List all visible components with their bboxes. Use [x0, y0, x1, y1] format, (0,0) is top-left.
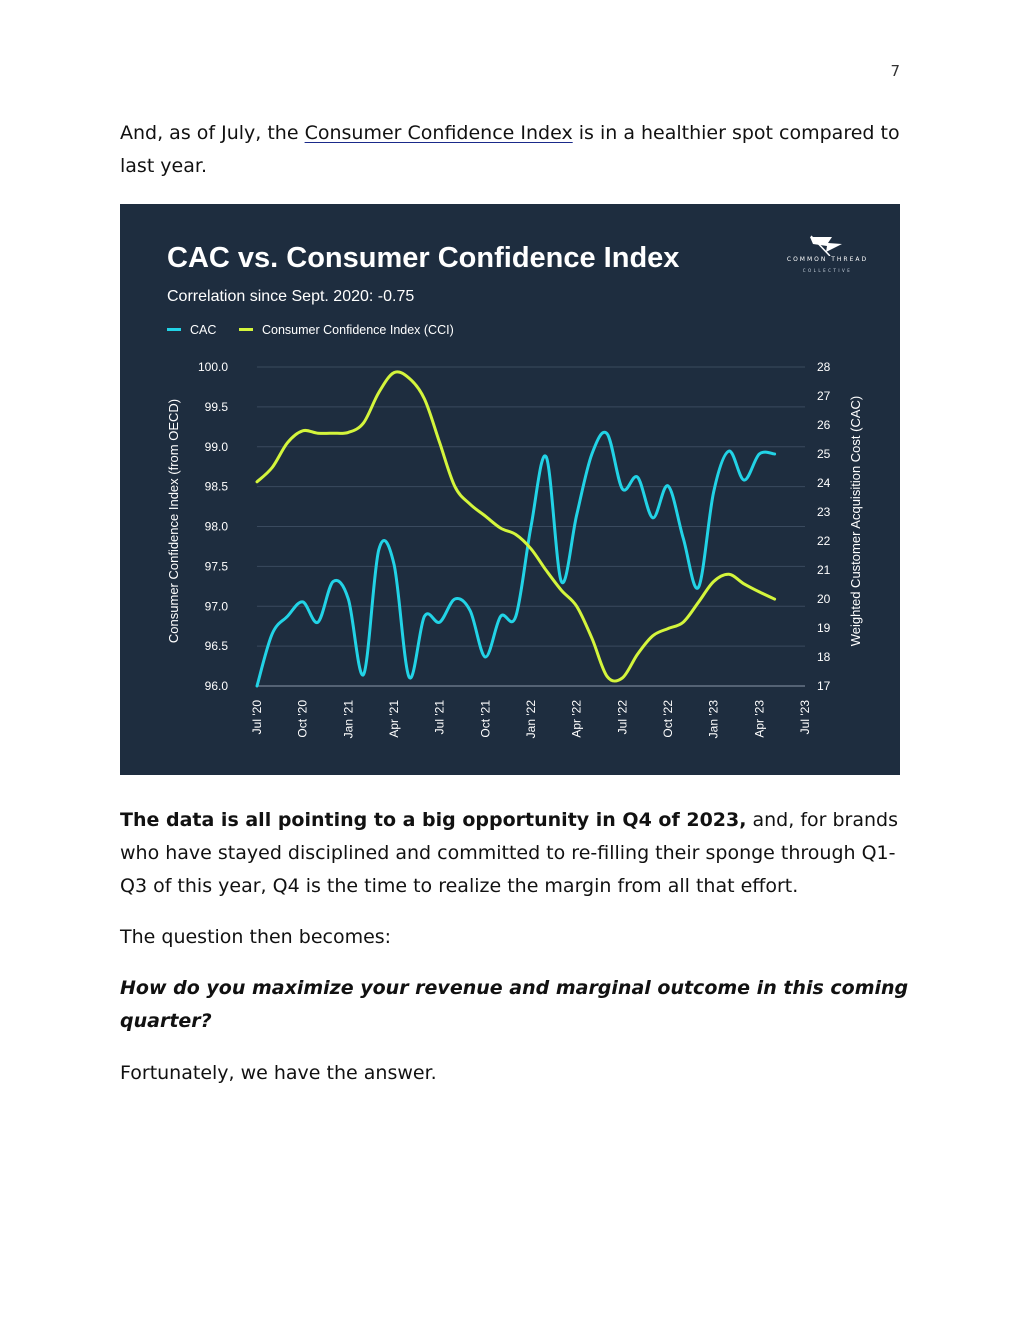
x-tick-label: Oct '21: [478, 700, 492, 738]
x-tick-label: Jan '21: [341, 700, 355, 739]
legend-swatch-cci: [239, 328, 253, 331]
intro-text-before: And, as of July, the: [120, 122, 305, 144]
x-tick-label: Jul '20: [250, 700, 264, 735]
y-right-tick-label: 17: [817, 679, 831, 693]
y-right-tick-label: 23: [817, 505, 831, 519]
y-left-tick-label: 97.5: [205, 559, 229, 573]
x-tick-label: Jul '22: [615, 700, 629, 735]
y-left-tick-label: 98.0: [205, 520, 229, 534]
y-right-tick-label: 21: [817, 563, 831, 577]
x-tick-label: Jan '22: [524, 700, 538, 739]
question-lead-paragraph: The question then becomes:: [120, 926, 392, 948]
x-tick-label: Apr '22: [570, 700, 584, 738]
brand-name-bottom: COLLECTIVE: [802, 268, 853, 273]
x-tick-label: Apr '23: [752, 700, 766, 738]
legend-label-cac: CAC: [190, 323, 216, 337]
conclusion-text: and, for brands who have stayed discipli…: [120, 809, 898, 897]
conclusion-bold-text: The data is all pointing to a big opport…: [120, 809, 747, 831]
consumer-confidence-index-link[interactable]: Consumer Confidence Index: [304, 122, 573, 144]
y-left-tick-label: 96.0: [205, 679, 229, 693]
chart-tick-labels: 96.0 96.5 97.0 97.5 98.0 98.5 99.0 99.5 100.0 17 1…: [198, 360, 831, 738]
y-left-tick-label: 100.0: [198, 360, 228, 374]
intro-text-after: is in a healthier spot compared to last …: [120, 122, 900, 177]
y-left-tick-label: 99.0: [205, 440, 229, 454]
x-tick-label: Oct '22: [661, 700, 675, 738]
y-axis-right-label: Weighted Customer Acquisition Cost (CAC): [848, 396, 863, 646]
y-right-tick-label: 27: [817, 389, 831, 403]
conclusion-paragraph: The data is all pointing to a big opport…: [120, 804, 910, 903]
y-left-tick-label: 98.5: [205, 480, 229, 494]
intro-paragraph: And, as of July, the Consumer Confidence…: [120, 117, 910, 183]
answer-paragraph: Fortunately, we have the answer.: [120, 1062, 437, 1084]
x-tick-label: Oct '20: [296, 700, 310, 738]
legend-swatch-cac: [167, 328, 181, 331]
y-left-tick-label: 97.0: [205, 599, 229, 613]
cac-series-line: [255, 430, 777, 688]
page-number: 7: [890, 62, 900, 80]
y-right-tick-label: 24: [817, 476, 831, 490]
flag-icon: [810, 235, 842, 256]
chart-canvas: CAC vs. Consumer Confidence Index Correl…: [166, 242, 863, 738]
x-tick-label: Jul '23: [798, 700, 812, 735]
chart-series: [255, 370, 777, 688]
x-tick-label: Jan '23: [707, 700, 721, 739]
cci-series-line: [255, 370, 777, 683]
chart-legend: CAC Consumer Confidence Index (CCI): [167, 323, 454, 337]
x-tick-label: Jul '21: [433, 700, 447, 735]
brand-name-top: COMMON THREAD: [786, 256, 869, 263]
chart-subtitle: Correlation since Sept. 2020: -0.75: [167, 288, 414, 305]
x-tick-label: Apr '21: [387, 700, 401, 738]
chart-title: CAC vs. Consumer Confidence Index: [167, 242, 679, 274]
legend-label-cci: Consumer Confidence Index (CCI): [262, 323, 454, 337]
chart-gridlines: [257, 366, 805, 687]
y-right-tick-label: 19: [817, 621, 831, 635]
cac-vs-cci-chart: CAC vs. Consumer Confidence Index Correl…: [120, 204, 900, 775]
y-right-tick-label: 26: [817, 418, 831, 432]
y-right-tick-label: 20: [817, 592, 831, 606]
y-left-tick-label: 99.5: [205, 400, 229, 414]
question-paragraph: How do you maximize your revenue and mar…: [120, 977, 909, 1032]
y-right-tick-label: 25: [817, 447, 831, 461]
y-right-tick-label: 22: [817, 534, 831, 548]
y-right-tick-label: 18: [817, 650, 831, 664]
brand-logo: COMMON THREAD COLLECTIVE: [780, 234, 875, 286]
y-axis-left-label: Consumer Confidence Index (from OECD): [166, 399, 181, 643]
y-left-tick-label: 96.5: [205, 639, 229, 653]
y-right-tick-label: 28: [817, 360, 831, 374]
